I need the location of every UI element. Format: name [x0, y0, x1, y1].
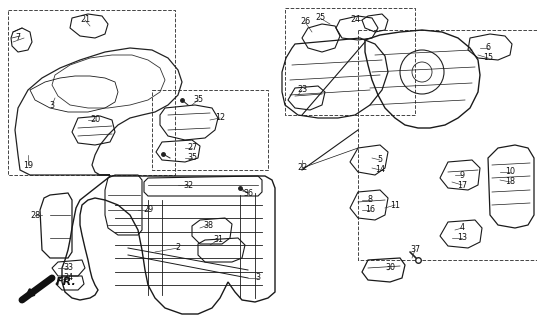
Text: 12: 12 [215, 114, 225, 123]
Text: 29: 29 [143, 205, 153, 214]
Text: 15: 15 [483, 53, 493, 62]
Text: 33: 33 [63, 263, 73, 273]
Text: 16: 16 [365, 205, 375, 214]
Text: 27: 27 [187, 143, 197, 153]
Text: 11: 11 [390, 201, 400, 210]
Text: 9: 9 [460, 171, 465, 180]
Text: 36: 36 [243, 188, 253, 197]
Text: 26: 26 [300, 18, 310, 27]
Text: 28: 28 [30, 211, 40, 220]
Text: 35: 35 [193, 95, 203, 105]
Text: 19: 19 [23, 161, 33, 170]
Text: 7: 7 [16, 34, 20, 43]
Text: 10: 10 [505, 167, 515, 177]
Text: 4: 4 [460, 223, 465, 233]
Text: 20: 20 [90, 116, 100, 124]
Text: 17: 17 [457, 180, 467, 189]
Text: 22: 22 [297, 164, 307, 172]
Text: 25: 25 [315, 13, 325, 22]
Text: 24: 24 [350, 15, 360, 25]
Text: 3: 3 [49, 100, 54, 109]
Text: 30: 30 [385, 263, 395, 273]
Text: 18: 18 [505, 178, 515, 187]
Text: FR.: FR. [56, 277, 77, 287]
Text: 8: 8 [367, 196, 373, 204]
Text: 38: 38 [203, 220, 213, 229]
Text: 37: 37 [410, 245, 420, 254]
Text: 35: 35 [187, 154, 197, 163]
Text: 34: 34 [63, 274, 73, 283]
Text: 3: 3 [256, 274, 260, 283]
Text: 32: 32 [183, 180, 193, 189]
Text: 13: 13 [457, 234, 467, 243]
Text: 21: 21 [80, 15, 90, 25]
Text: 5: 5 [378, 156, 382, 164]
Text: 2: 2 [176, 244, 180, 252]
Text: 31: 31 [213, 236, 223, 244]
Text: 14: 14 [375, 165, 385, 174]
Text: 23: 23 [297, 85, 307, 94]
Text: 6: 6 [485, 44, 490, 52]
